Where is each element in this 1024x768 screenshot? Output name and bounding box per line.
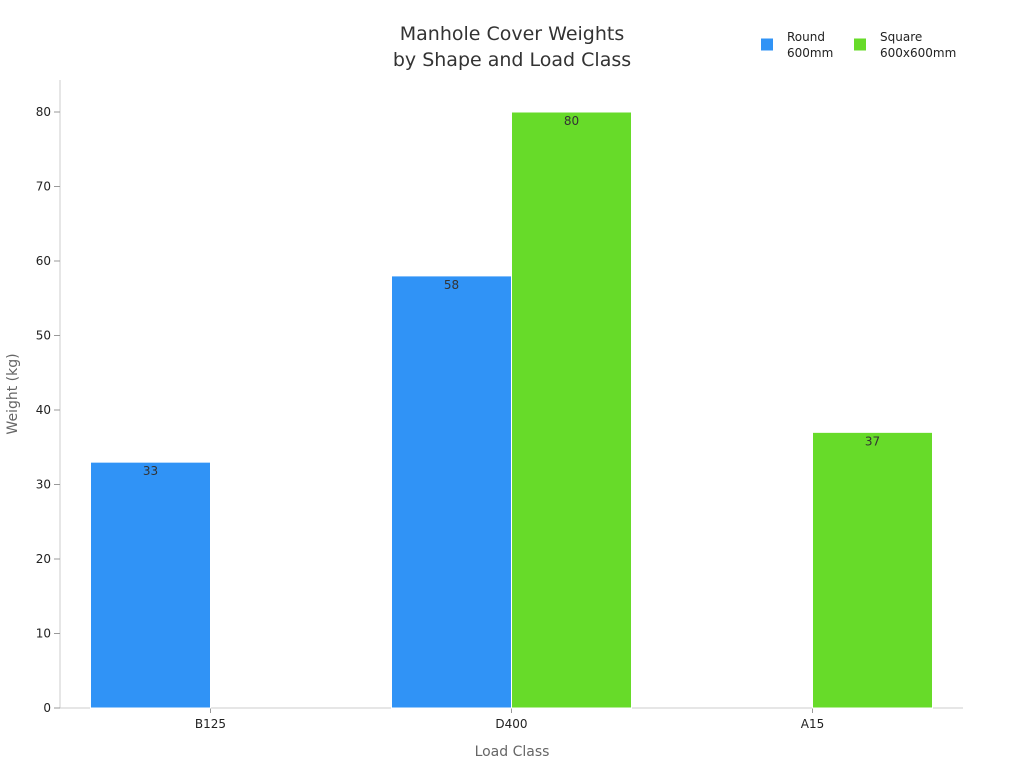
legend-label-square-line-2: 600x600mm bbox=[880, 46, 956, 60]
y-tick-label: 0 bbox=[43, 701, 51, 715]
bars bbox=[90, 111, 933, 709]
y-tick-label: 10 bbox=[36, 627, 51, 641]
legend-label-round-line-2: 600mm bbox=[787, 46, 833, 60]
bar-square-d400[interactable] bbox=[511, 111, 632, 709]
y-tick-label: 60 bbox=[36, 254, 51, 268]
x-tick-label: A15 bbox=[801, 717, 824, 731]
x-tick-label: B125 bbox=[195, 717, 226, 731]
legend-item-round[interactable]: Round 600mm bbox=[761, 30, 833, 60]
legend-item-square[interactable]: Square 600x600mm bbox=[854, 30, 956, 60]
legend-swatch-round bbox=[761, 38, 773, 51]
legend: Round 600mm Square 600x600mm bbox=[761, 30, 956, 60]
y-tick-label: 80 bbox=[36, 105, 51, 119]
y-tick-label: 20 bbox=[36, 552, 51, 566]
y-tick-label: 30 bbox=[36, 478, 51, 492]
bar-value-label: 80 bbox=[564, 114, 579, 128]
x-tick-label: D400 bbox=[495, 717, 527, 731]
bar-value-label: 37 bbox=[865, 434, 880, 448]
bar-round-d400[interactable] bbox=[391, 275, 512, 709]
legend-label-square-line-1: Square bbox=[880, 30, 922, 44]
y-tick-label: 70 bbox=[36, 180, 51, 194]
bar-value-label: 33 bbox=[143, 464, 158, 478]
bar-labels: 33 58 80 37 bbox=[143, 114, 880, 478]
x-axis: B125 D400 A15 bbox=[60, 707, 963, 731]
chart-title: Manhole Cover Weights by Shape and Load … bbox=[393, 23, 631, 71]
chart-title-line-2: by Shape and Load Class bbox=[393, 49, 631, 71]
y-axis-title: Weight (kg) bbox=[5, 353, 21, 434]
bar-square-a15[interactable] bbox=[812, 431, 933, 709]
y-tick-label: 40 bbox=[36, 403, 51, 417]
y-axis: 0 10 20 30 40 50 60 70 80 bbox=[36, 80, 61, 715]
legend-swatch-square bbox=[854, 38, 866, 51]
bar-value-label: 58 bbox=[444, 278, 459, 292]
bar-round-b125[interactable] bbox=[90, 461, 211, 709]
legend-label-round-line-1: Round bbox=[787, 30, 825, 44]
chart-title-line-1: Manhole Cover Weights bbox=[400, 23, 625, 45]
x-axis-title: Load Class bbox=[475, 744, 550, 760]
y-tick-label: 50 bbox=[36, 329, 51, 343]
